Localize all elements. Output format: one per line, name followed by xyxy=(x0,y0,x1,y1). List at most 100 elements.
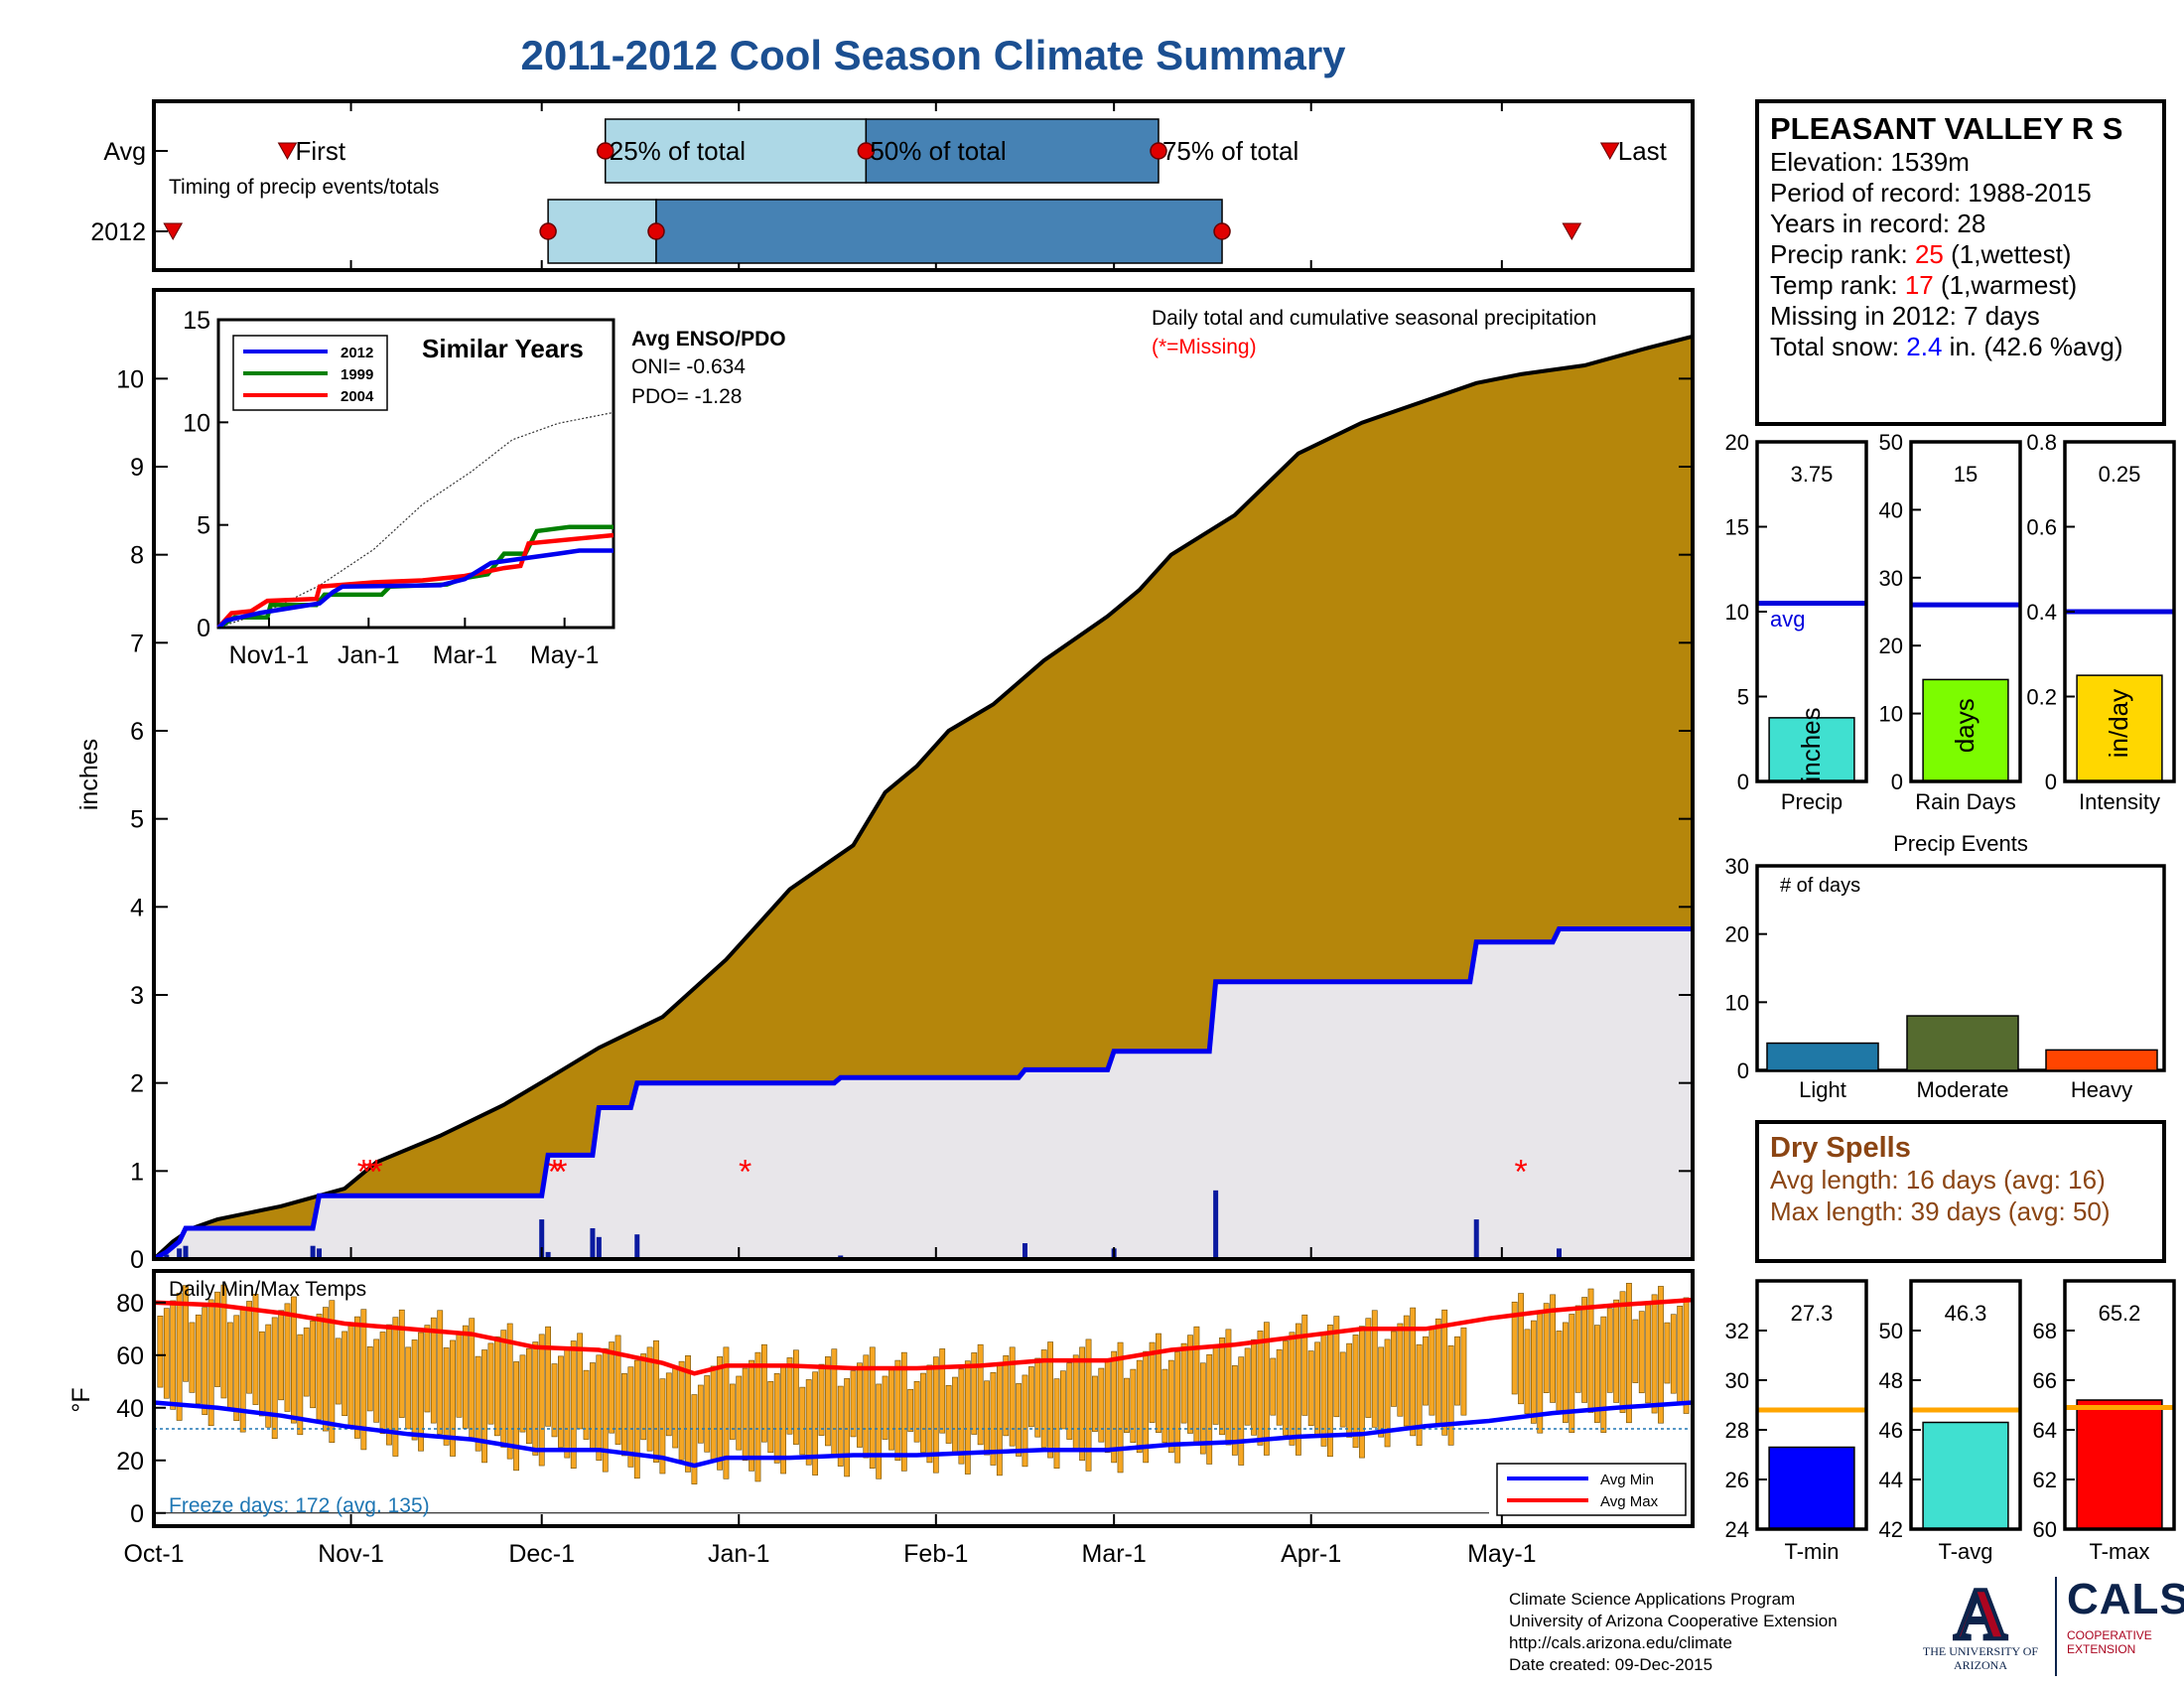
temps-daily-bar xyxy=(271,1317,278,1440)
temps-daily-bar xyxy=(825,1356,831,1447)
events-bar-heavy xyxy=(2045,1049,2158,1071)
precip-ytick-label: 0.6 xyxy=(2026,515,2057,540)
snow-label: Total snow: xyxy=(1770,332,1906,361)
enso-pdo: PDO= -1.28 xyxy=(631,385,742,408)
temp-ytick-label: 60 xyxy=(2033,1517,2057,1542)
temps-daily-bar xyxy=(704,1375,711,1453)
precip-ytick-label: 0 xyxy=(130,1246,144,1274)
temps-daily-bar xyxy=(513,1361,519,1472)
precip-daily-bar xyxy=(596,1236,602,1259)
temps-daily-bar xyxy=(398,1309,405,1418)
temps-daily-bar xyxy=(1180,1342,1187,1424)
timing-triangle-last-2012 xyxy=(1562,222,1582,241)
timing-triangle-first-2012 xyxy=(163,222,184,241)
temps-daily-bar xyxy=(1307,1350,1314,1427)
station-missing: Missing in 2012: 7 days xyxy=(1770,301,2040,331)
temp-label-1: T-avg xyxy=(1938,1539,1992,1564)
events-category-heavy: Heavy xyxy=(2071,1077,2132,1102)
precip-ytick-label: 5 xyxy=(1737,685,1749,710)
temps-daily-bar xyxy=(220,1284,227,1399)
similar-years-legend-label-2012: 2012 xyxy=(341,345,373,361)
temps-daily-bar xyxy=(1543,1303,1550,1393)
precip-ytick-label: 0 xyxy=(1891,770,1903,794)
temps-daily-bar xyxy=(1670,1314,1677,1394)
temp-ytick-label: 32 xyxy=(1725,1319,1749,1343)
station-elevation: Elevation: 1539m xyxy=(1770,147,1970,177)
temps-daily-bar xyxy=(1606,1308,1613,1393)
events-bar-moderate xyxy=(1906,1015,2019,1071)
temps-daily-bar xyxy=(1600,1316,1607,1433)
temps-daily-bar xyxy=(932,1356,939,1474)
precip-ytick-label: 6 xyxy=(130,718,144,746)
temp-rank-label: Temp rank: xyxy=(1770,270,1905,300)
temp-ytick-label: 68 xyxy=(2033,1319,2057,1343)
temps-daily-bar xyxy=(1594,1325,1600,1423)
temps-daily-bar xyxy=(551,1363,558,1438)
temps-daily-bar xyxy=(1022,1374,1028,1468)
temps-daily-bar xyxy=(907,1388,914,1432)
temps-daily-bar xyxy=(456,1333,463,1418)
temps-daily-bar xyxy=(430,1317,437,1424)
temps-daily-bar xyxy=(1333,1316,1340,1418)
temps-daily-bar xyxy=(1174,1351,1181,1464)
precip-value-0: 3.75 xyxy=(1791,462,1834,487)
temps-daily-bar xyxy=(831,1348,838,1457)
timing-marker-p75-2012 xyxy=(1213,222,1231,240)
precip-label-0: Precip xyxy=(1781,789,1843,814)
temps-daily-bar xyxy=(1410,1307,1417,1437)
temps-daily-bar xyxy=(1645,1302,1652,1404)
temps-daily-bar xyxy=(749,1359,754,1472)
temps-daily-bar xyxy=(424,1325,431,1413)
temps-daily-bar xyxy=(189,1322,196,1393)
temps-daily-bar xyxy=(1238,1356,1245,1466)
temps-daily-bar xyxy=(863,1354,870,1459)
temps-daily-bar xyxy=(373,1338,380,1423)
temps-daily-bar xyxy=(742,1367,749,1462)
temps-daily-bar xyxy=(1289,1332,1296,1446)
temps-daily-bar xyxy=(850,1370,857,1438)
precip-daily-bar xyxy=(183,1245,189,1259)
precip-missing-star: * xyxy=(363,1153,376,1191)
temps-y-axis-label: °F xyxy=(68,1387,95,1412)
temps-daily-bar xyxy=(411,1339,418,1441)
temp-label-2: T-max xyxy=(2089,1539,2149,1564)
temps-daily-bar xyxy=(278,1310,284,1401)
precip-bar-0 xyxy=(1768,717,1855,782)
temps-daily-bar xyxy=(252,1294,259,1405)
temps-daily-bar xyxy=(1301,1314,1308,1416)
temps-daily-bar xyxy=(596,1354,603,1462)
temps-daily-bar xyxy=(519,1354,526,1433)
precip-missing-star: * xyxy=(1514,1153,1527,1191)
precip-daily-bar xyxy=(634,1234,640,1259)
temps-daily-bar xyxy=(786,1357,793,1435)
temps-daily-bar xyxy=(316,1314,323,1420)
precip-missing-note: (*=Missing) xyxy=(1152,336,1257,358)
temps-daily-bar xyxy=(1251,1338,1257,1436)
temps-daily-bar xyxy=(233,1315,240,1422)
temps-daily-bar xyxy=(1161,1368,1168,1444)
temps-daily-bar xyxy=(329,1300,336,1444)
temps-daily-bar xyxy=(723,1346,730,1479)
temps-daily-bar xyxy=(1683,1297,1690,1414)
timing-bar-50-75-avg xyxy=(865,118,1160,184)
events-ytick-label: 30 xyxy=(1725,854,1749,879)
temps-daily-bar xyxy=(1378,1346,1385,1438)
temps-daily-bar xyxy=(1130,1368,1137,1444)
temps-daily-bar xyxy=(323,1307,329,1432)
temps-daily-bar xyxy=(1384,1338,1391,1448)
temps-daily-bar xyxy=(1371,1310,1378,1428)
precip-ytick-label: 4 xyxy=(130,894,144,921)
temps-daily-bar xyxy=(1270,1357,1277,1416)
events-category-light: Light xyxy=(1799,1077,1846,1102)
dry-spells-max-length: Max length: 39 days (avg: 50) xyxy=(1770,1196,2111,1226)
temps-daily-bar xyxy=(450,1339,456,1457)
precip-ytick-label: 1 xyxy=(130,1158,144,1186)
temp-value-2: 65.2 xyxy=(2099,1301,2141,1326)
temps-daily-bar xyxy=(564,1347,571,1459)
temps-daily-bar xyxy=(1244,1347,1251,1426)
similar-years-ytick-label: 15 xyxy=(183,307,210,335)
precip-daily-bar xyxy=(1473,1219,1479,1259)
timing-label-last: Last xyxy=(1618,136,1668,166)
university-of-arizona-logo: A THE UNIVERSITY OF ARIZONA xyxy=(1921,1572,2040,1676)
similar-years-xtick-label: May-1 xyxy=(530,641,599,669)
